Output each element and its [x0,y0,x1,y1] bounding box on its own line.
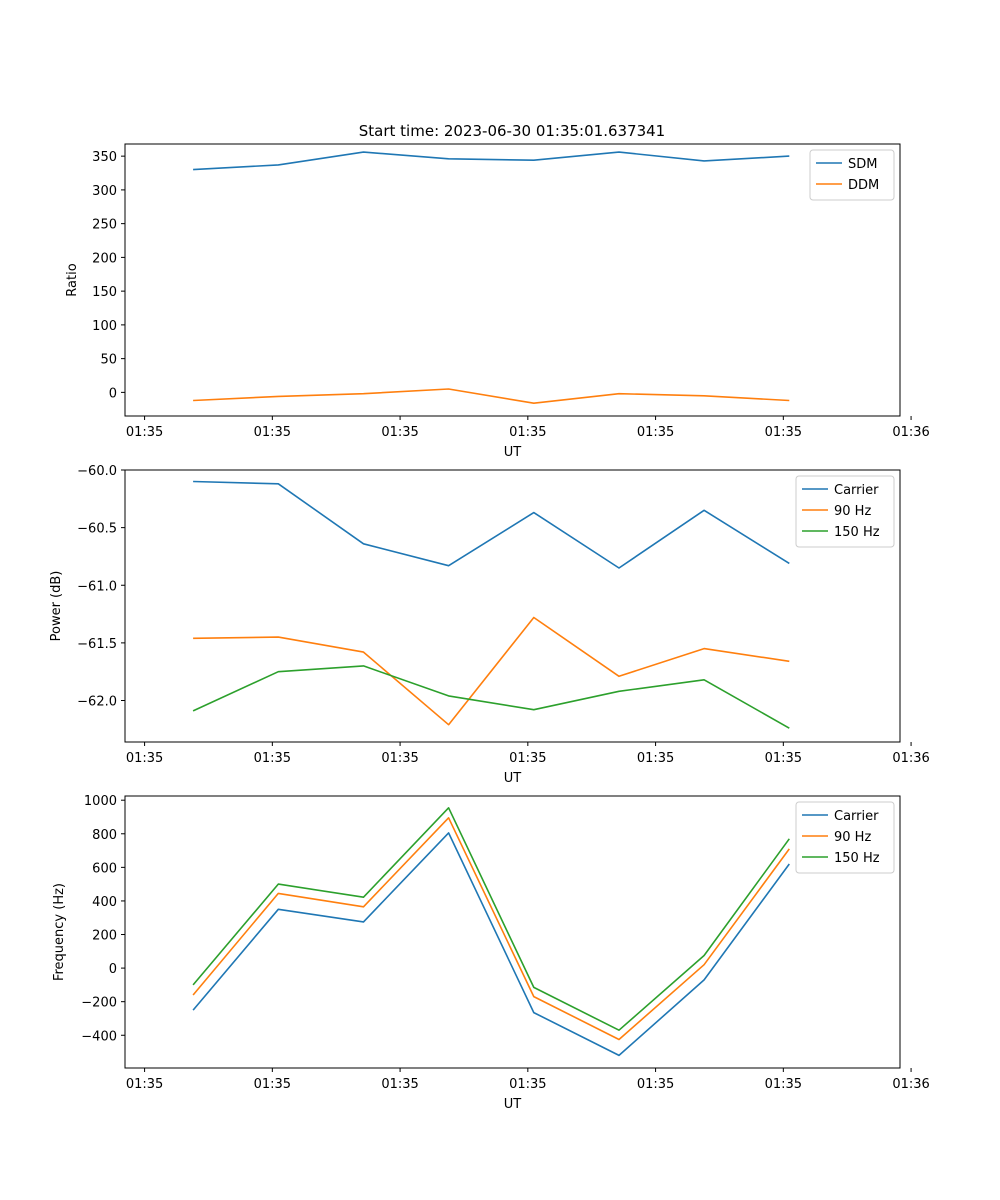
y-tick-label: 200 [92,251,117,266]
x-tick-label: 01:35 [254,425,291,440]
axes-frame [124,469,901,743]
y-tick-label: −61.0 [77,579,117,594]
x-tick-label: 01:35 [126,1077,163,1092]
y-tick-label: 0 [109,386,117,401]
x-tick-label: 01:35 [381,1077,418,1092]
x-tick-label: 01:35 [509,425,546,440]
legend-label: DDM [848,178,879,193]
y-tick-label: 800 [92,828,117,843]
series-line-carrier [192,832,790,1057]
legend-label: 90 Hz [834,830,871,845]
y-tick-label: 50 [100,353,117,368]
axes-frame [124,143,901,417]
series-line-150-hz [192,806,790,1031]
x-tick-label: 01:36 [892,425,929,440]
y-axis-label: Power (dB) [49,571,64,642]
y-tick-label: 600 [92,861,117,876]
figure-title: Start time: 2023-06-30 01:35:01.637341 [359,122,665,140]
legend-box [795,801,895,874]
y-tick-label: 300 [92,184,117,199]
x-tick-label: 01:35 [381,425,418,440]
x-tick-label: 01:35 [765,751,802,766]
y-tick-label: −60.0 [77,464,117,479]
y-tick-label: 0 [109,962,117,977]
series-line-carrier [193,480,790,569]
x-tick-label: 01:35 [126,751,163,766]
y-tick-label: 100 [92,319,117,334]
y-tick-label: 250 [92,218,117,233]
series-line-90-hz [192,816,790,1041]
y-tick-label: 400 [92,895,117,910]
series-line-150-hz [192,665,790,729]
y-tick-label: 150 [92,285,117,300]
legend-label: 150 Hz [834,851,880,866]
series-line-sdm [193,151,790,171]
y-tick-label: 200 [92,929,117,944]
x-tick-label: 01:35 [381,751,418,766]
x-axis-label: UT [504,445,522,460]
x-tick-label: 01:35 [637,751,674,766]
y-tick-label: 350 [92,150,117,165]
legend-label: 150 Hz [834,525,880,540]
legend-label: Carrier [834,809,879,824]
legend: Carrier 90 Hz 150 Hz [795,801,895,874]
x-tick-label: 01:35 [509,1077,546,1092]
y-tick-label: −200 [81,996,117,1011]
chart-panel-3: 01:35 01:35 01:35 01:35 01:35 01:35 01:36 −400 −… [52,794,930,1112]
x-tick-label: 01:35 [637,425,674,440]
axes-frame [124,795,901,1069]
chart-panel-1: 01:35 01:35 01:35 01:35 01:35 01:35 01:36 0 50 10… [65,143,930,460]
y-tick-label: −400 [81,1029,117,1044]
legend: SDM DDM [809,149,895,201]
y-tick-label: 1000 [84,794,117,809]
y-tick-label: −62.0 [77,695,117,710]
legend-label: Carrier [834,483,879,498]
y-tick-label: −60.5 [77,522,117,537]
legend-box [795,475,895,548]
x-tick-label: 01:35 [637,1077,674,1092]
y-axis-label: Ratio [65,263,80,296]
x-tick-label: 01:35 [765,1077,802,1092]
chart-panel-2: 01:35 01:35 01:35 01:35 01:35 01:35 01:36 −62.0… [49,464,930,786]
x-tick-label: 01:35 [254,1077,291,1092]
legend-label: 90 Hz [834,504,871,519]
x-tick-label: 01:35 [254,751,291,766]
series-line-90-hz [193,616,790,726]
x-tick-label: 01:35 [509,751,546,766]
y-axis-label: Frequency (Hz) [52,883,67,981]
legend-label: SDM [848,157,877,172]
x-tick-label: 01:36 [892,751,929,766]
series-line-ddm [193,388,790,405]
x-tick-label: 01:35 [765,425,802,440]
x-tick-label: 01:36 [892,1077,929,1092]
y-tick-label: −61.5 [77,637,117,652]
x-axis-label: UT [504,771,522,786]
x-tick-label: 01:35 [126,425,163,440]
legend: Carrier 90 Hz 150 Hz [795,475,895,548]
x-axis-label: UT [504,1097,522,1112]
